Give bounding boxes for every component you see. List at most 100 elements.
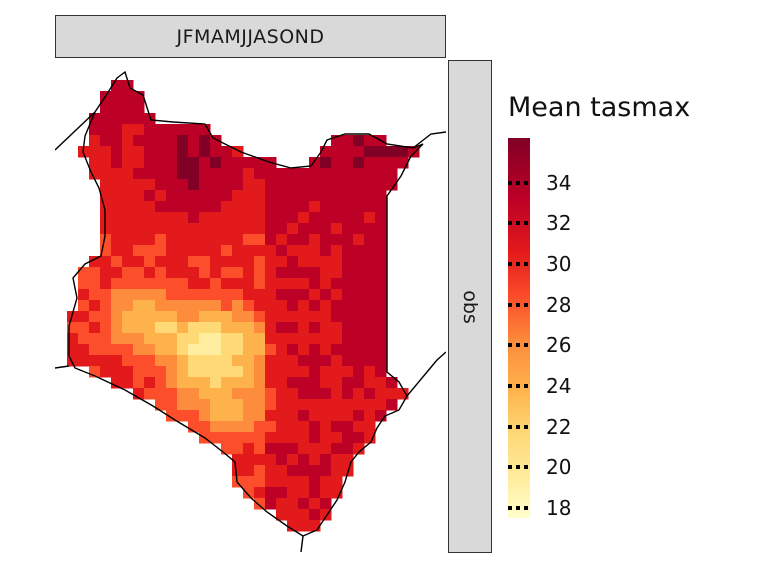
raster-cell [155, 157, 167, 169]
raster-cell [254, 355, 266, 367]
raster-cell [100, 344, 112, 356]
raster-cell [144, 234, 156, 246]
legend-tick-label: 30 [546, 251, 572, 276]
raster-cell [375, 256, 387, 268]
raster-cell [309, 377, 321, 389]
raster-cell [309, 245, 321, 257]
raster-cell [100, 234, 112, 246]
raster-cell [298, 278, 310, 290]
raster-cell [265, 377, 277, 389]
raster-cell [89, 124, 101, 136]
raster-cell [342, 388, 354, 400]
raster-cell [309, 267, 321, 279]
raster-cell [254, 201, 266, 213]
raster-cell [188, 278, 200, 290]
raster-cell [177, 146, 189, 158]
raster-cell [331, 234, 343, 246]
raster-cell [298, 190, 310, 202]
raster-cell [375, 289, 387, 301]
southeast-coast-line [406, 351, 446, 397]
raster-cell [122, 267, 134, 279]
raster-cell [331, 289, 343, 301]
raster-cell [188, 146, 200, 158]
raster-cell [353, 366, 365, 378]
raster-cell [122, 377, 134, 389]
raster-cell [254, 278, 266, 290]
raster-cell [254, 344, 266, 356]
raster-cell [133, 278, 145, 290]
raster-cell [254, 487, 266, 499]
raster-cell [386, 377, 398, 389]
raster-cell [364, 157, 376, 169]
raster-cell [375, 223, 387, 235]
raster-cell [144, 355, 156, 367]
raster-cell [199, 267, 211, 279]
raster-cell [287, 190, 299, 202]
raster-cell [100, 289, 112, 301]
raster-cell [331, 157, 343, 169]
raster-cell [177, 234, 189, 246]
raster-cell [320, 432, 332, 444]
raster-cell [232, 278, 244, 290]
raster-cell [342, 355, 354, 367]
raster-cell [133, 124, 145, 136]
raster-cell [100, 201, 112, 213]
raster-cell [155, 344, 167, 356]
raster-cell [265, 289, 277, 301]
raster-cell [210, 333, 222, 345]
raster-cell [320, 410, 332, 422]
raster-cell [78, 355, 90, 367]
raster-cell [342, 256, 354, 268]
raster-cell [353, 212, 365, 224]
raster-cell [221, 223, 233, 235]
raster-cell [298, 212, 310, 224]
raster-cell [276, 366, 288, 378]
raster-cell [166, 223, 178, 235]
raster-cell [232, 300, 244, 312]
raster-cell [111, 256, 123, 268]
raster-cell [298, 487, 310, 499]
raster-cell [243, 344, 255, 356]
raster-cell [221, 344, 233, 356]
raster-cell [111, 146, 123, 158]
raster-cell [166, 300, 178, 312]
facet-column-label: JFMAMJJASOND [176, 25, 325, 48]
raster-cell [320, 322, 332, 334]
raster-cell [155, 322, 167, 334]
raster-cell [243, 410, 255, 422]
raster-cell [254, 377, 266, 389]
raster-cell [265, 421, 277, 433]
raster-cell [276, 256, 288, 268]
raster-cell [298, 509, 310, 521]
raster-cell [287, 487, 299, 499]
raster-cell [254, 300, 266, 312]
legend-tick-mark [508, 261, 530, 266]
raster-cell [188, 245, 200, 257]
raster-cell [353, 146, 365, 158]
raster-cell [331, 300, 343, 312]
raster-cell [364, 377, 376, 389]
raster-cell [144, 267, 156, 279]
raster-cell [353, 377, 365, 389]
raster-cell [331, 245, 343, 257]
raster-cell [298, 377, 310, 389]
raster-cell [254, 311, 266, 323]
raster-cell [144, 113, 156, 125]
raster-cell [155, 267, 167, 279]
raster-cell [375, 300, 387, 312]
raster-cell [210, 432, 222, 444]
raster-cell [100, 135, 112, 147]
raster-cell [188, 157, 200, 169]
raster-cell [232, 443, 244, 455]
raster-cell [309, 366, 321, 378]
raster-cell [309, 421, 321, 433]
raster-cell [177, 399, 189, 411]
raster-cell [188, 421, 200, 433]
raster-cell [353, 410, 365, 422]
raster-cell [133, 190, 145, 202]
raster-cell [276, 278, 288, 290]
raster-cell [276, 179, 288, 191]
raster-cell [144, 377, 156, 389]
raster-cell [144, 366, 156, 378]
raster-cell [122, 168, 134, 180]
